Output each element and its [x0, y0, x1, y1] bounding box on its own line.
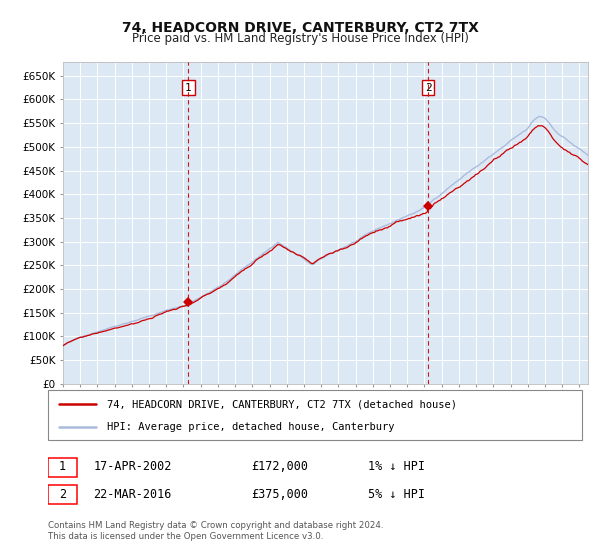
Text: This data is licensed under the Open Government Licence v3.0.: This data is licensed under the Open Gov…: [48, 533, 323, 542]
FancyBboxPatch shape: [48, 458, 77, 477]
Text: 1: 1: [185, 83, 192, 92]
Text: HPI: Average price, detached house, Canterbury: HPI: Average price, detached house, Cant…: [107, 422, 394, 432]
Text: Price paid vs. HM Land Registry's House Price Index (HPI): Price paid vs. HM Land Registry's House …: [131, 32, 469, 45]
Text: 74, HEADCORN DRIVE, CANTERBURY, CT2 7TX: 74, HEADCORN DRIVE, CANTERBURY, CT2 7TX: [122, 21, 478, 35]
Text: £172,000: £172,000: [251, 460, 308, 473]
Text: 22-MAR-2016: 22-MAR-2016: [94, 488, 172, 501]
Text: £375,000: £375,000: [251, 488, 308, 501]
Text: 17-APR-2002: 17-APR-2002: [94, 460, 172, 473]
Text: 1: 1: [59, 460, 66, 473]
FancyBboxPatch shape: [48, 390, 582, 440]
FancyBboxPatch shape: [48, 486, 77, 504]
Text: 2: 2: [425, 83, 431, 92]
Text: Contains HM Land Registry data © Crown copyright and database right 2024.: Contains HM Land Registry data © Crown c…: [48, 521, 383, 530]
Text: 74, HEADCORN DRIVE, CANTERBURY, CT2 7TX (detached house): 74, HEADCORN DRIVE, CANTERBURY, CT2 7TX …: [107, 399, 457, 409]
Text: 2: 2: [59, 488, 66, 501]
Text: 1% ↓ HPI: 1% ↓ HPI: [368, 460, 425, 473]
Text: 5% ↓ HPI: 5% ↓ HPI: [368, 488, 425, 501]
